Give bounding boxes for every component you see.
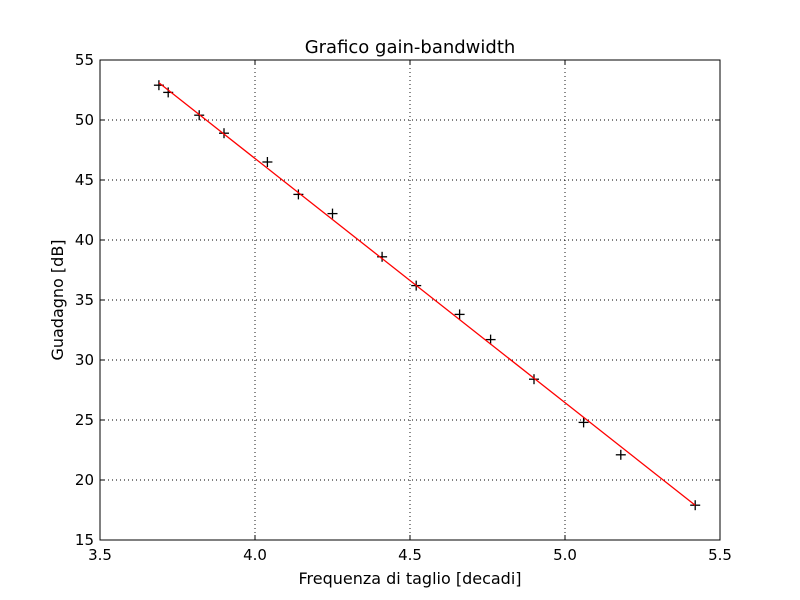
series-layer [153, 80, 701, 511]
y-tick-label: 30 [75, 351, 94, 369]
y-tick-label: 35 [75, 291, 94, 309]
data-point [327, 208, 338, 219]
y-tick-label: 50 [75, 111, 94, 129]
y-tick-label: 15 [75, 531, 94, 549]
data-point [615, 449, 626, 460]
chart-title: Grafico gain-bandwidth [305, 37, 516, 58]
x-tick-label: 5.0 [553, 546, 577, 564]
y-tick-label: 40 [75, 231, 94, 249]
x-tick-label: 5.5 [708, 546, 732, 564]
x-axis-label: Frequenza di taglio [decadi] [298, 569, 521, 588]
grid-layer [100, 60, 720, 540]
data-point [578, 417, 589, 428]
x-tick-label: 3.5 [88, 546, 112, 564]
data-point [529, 374, 539, 385]
data-point [262, 157, 273, 167]
tick-layer: 3.5 4.0 4.5 5.0 5.5 15 20 25 30 35 40 45 50 55 [75, 51, 732, 564]
data-point [219, 128, 229, 139]
y-tick-label: 20 [75, 471, 94, 489]
x-tick-label: 4.5 [398, 546, 422, 564]
data-point [293, 189, 304, 200]
y-tick-label: 25 [75, 411, 94, 429]
y-tick-label: 45 [75, 171, 94, 189]
data-point [377, 251, 388, 262]
y-axis-label: Guadagno [dB] [48, 239, 67, 360]
data-point [485, 334, 496, 345]
x-tick-label: 4.0 [243, 546, 267, 564]
y-tick-label: 55 [75, 51, 94, 69]
data-point [454, 309, 465, 320]
fit-line [158, 82, 696, 506]
